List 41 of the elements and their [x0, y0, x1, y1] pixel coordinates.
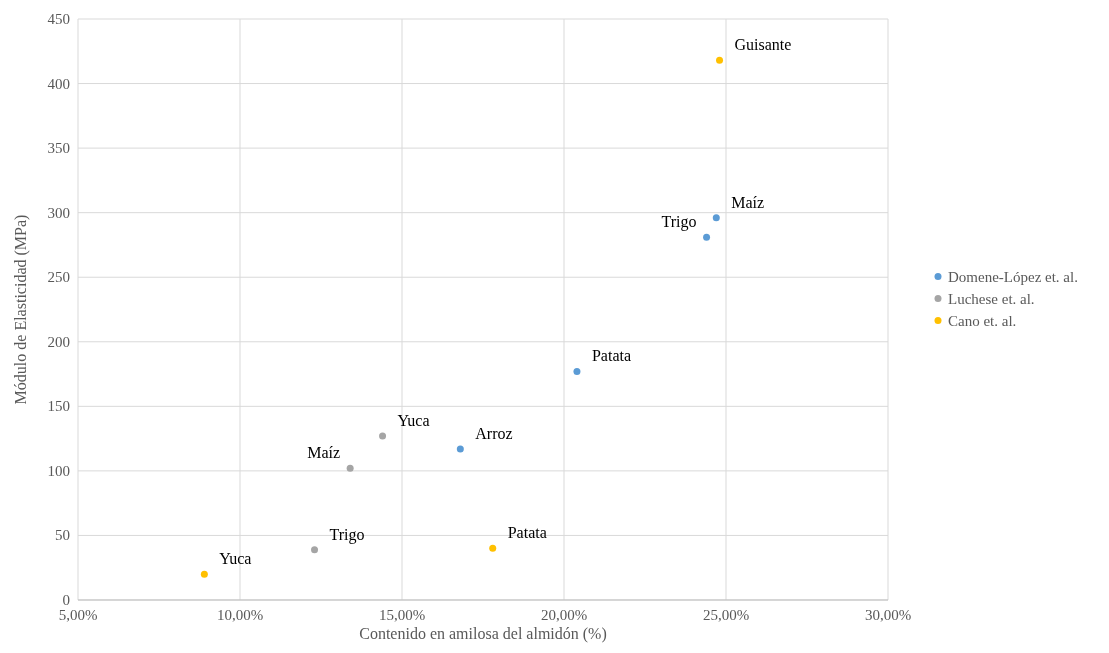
- annotation: Patata: [507, 524, 547, 542]
- x-axis-title: Contenido en amilosa del almidón (%): [359, 625, 607, 643]
- annotation: Yuca: [219, 550, 252, 568]
- point: [311, 546, 319, 554]
- legend-label: Luchese et. al.: [948, 290, 1035, 307]
- y-tick-label: 200: [47, 333, 70, 350]
- y-tick-label: 50: [55, 527, 70, 544]
- x-tick-label: 15,00%: [378, 607, 426, 623]
- y-tick-label: 150: [47, 398, 70, 415]
- annotation: Arroz: [475, 424, 513, 442]
- y-tick-label: 250: [47, 269, 70, 286]
- annotation: Guisante: [734, 36, 792, 54]
- legend-label: Cano et. al.: [948, 312, 1017, 329]
- legend-label: Domene-López et. al.: [948, 268, 1078, 285]
- y-tick-label: 100: [47, 462, 70, 479]
- point: [346, 464, 354, 472]
- point: [573, 367, 581, 375]
- y-axis-title: Módulo de Elasticidad (MPa): [12, 214, 30, 405]
- point: [200, 570, 208, 578]
- y-tick-label: 350: [47, 140, 70, 157]
- x-tick-label: 30,00%: [864, 607, 912, 623]
- point: [379, 432, 387, 440]
- x-tick-label: 10,00%: [216, 607, 264, 623]
- annotation: Trigo: [329, 525, 365, 544]
- annotation: Trigo: [661, 213, 697, 232]
- annotation: Maíz: [731, 193, 765, 211]
- point: [489, 544, 497, 552]
- x-tick-label: 5,00%: [58, 607, 98, 623]
- y-tick-label: 450: [47, 11, 70, 27]
- x-tick-label: 20,00%: [540, 607, 588, 623]
- y-tick-label: 0: [62, 592, 70, 608]
- annotation: Maíz: [307, 444, 341, 462]
- point: [703, 233, 711, 241]
- point: [716, 56, 724, 64]
- point: [712, 214, 720, 222]
- annotation: Yuca: [397, 412, 430, 430]
- point: [456, 445, 464, 453]
- annotation: Patata: [591, 347, 632, 365]
- y-tick-label: 400: [47, 75, 70, 92]
- x-tick-label: 25,00%: [702, 607, 750, 623]
- y-tick-label: 300: [47, 204, 70, 221]
